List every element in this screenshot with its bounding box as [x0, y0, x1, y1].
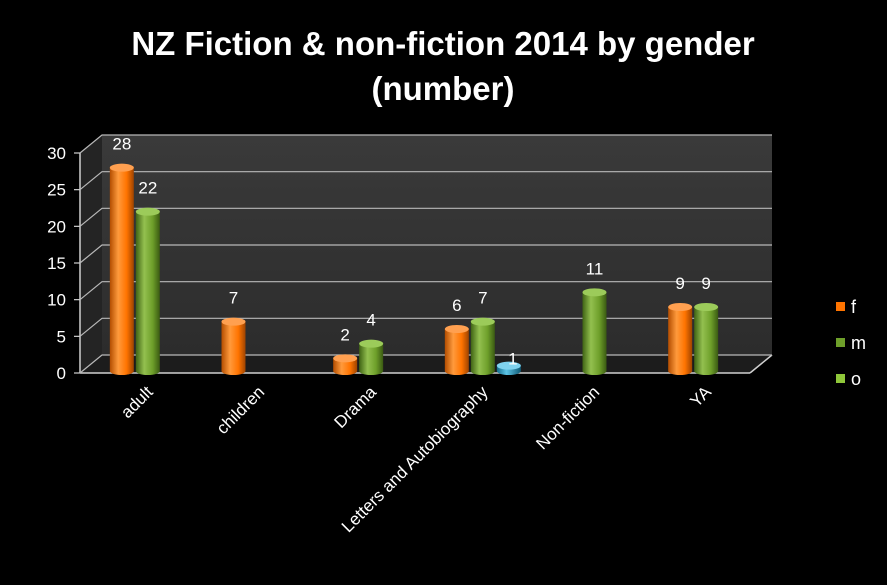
bars	[109, 163, 719, 375]
x-category-label-0: adult	[117, 382, 157, 422]
y-tick-label: 5	[57, 327, 66, 346]
legend-swatch	[836, 374, 845, 383]
data-label-f-1: 7	[229, 289, 238, 308]
legend-label: o	[851, 369, 861, 389]
gridline	[79, 134, 772, 154]
bar-top-f	[668, 303, 693, 311]
bar-f-1	[221, 317, 246, 375]
chart-title: NZ Fiction & non-fiction 2014 by gender …	[131, 25, 755, 107]
bar-top-m	[582, 288, 607, 297]
data-label-m-4: 11	[586, 259, 604, 278]
x-category-label-4: Non-fiction	[532, 382, 603, 453]
chart-title-line-1: NZ Fiction & non-fiction 2014 by gender	[131, 25, 755, 62]
data-label-m-5: 9	[701, 274, 710, 293]
data-label-f-3: 6	[452, 296, 461, 315]
bar-f-2	[333, 354, 358, 375]
bar-body-f	[109, 167, 134, 375]
chart-title-line-2: (number)	[372, 70, 515, 107]
bar-m-5	[694, 303, 719, 375]
data-label-o-3: 1	[508, 350, 517, 369]
bar-body-f	[444, 329, 469, 375]
data-label-f-0: 28	[112, 135, 131, 154]
bar-body-m	[359, 343, 384, 375]
bar-m-4	[582, 288, 607, 375]
bar-m-2	[359, 339, 384, 375]
bar-body-m	[135, 211, 160, 375]
bar-top-f	[109, 163, 134, 172]
bar-body-m	[694, 307, 719, 375]
data-label-m-3: 7	[478, 289, 487, 308]
y-tick-label: 0	[57, 364, 66, 383]
bar-top-m	[470, 317, 495, 326]
bar-top-m	[359, 339, 384, 348]
bar-top-f	[333, 354, 358, 363]
bar-o-3	[496, 361, 521, 375]
bar-f-0	[109, 163, 134, 375]
bar-m-0	[135, 207, 160, 375]
bar-body-m	[582, 292, 607, 375]
legend: fmo	[836, 297, 866, 389]
legend-item-m: m	[836, 333, 866, 353]
legend-item-f: f	[836, 297, 857, 317]
bar-top-m	[135, 207, 160, 216]
y-tick-label: 25	[47, 181, 66, 200]
y-tick-label: 20	[47, 217, 66, 236]
bar-body-f	[221, 321, 246, 375]
legend-label: m	[851, 333, 866, 353]
gridline	[79, 317, 772, 337]
x-category-label-5: YA	[686, 382, 715, 411]
data-label-f-5: 9	[675, 274, 684, 293]
floor-edge	[749, 354, 773, 374]
data-label-m-2: 4	[366, 311, 375, 330]
bar-m-3	[470, 317, 495, 375]
gridline	[79, 207, 772, 227]
bar-top-m	[694, 303, 719, 311]
y-tick-label: 30	[47, 144, 66, 163]
bar-top-f	[221, 317, 246, 326]
data-label-f-2: 2	[340, 325, 349, 344]
bar-top-f	[444, 325, 469, 333]
y-tick-label: 15	[47, 254, 66, 273]
gridline	[79, 281, 772, 301]
gridline	[79, 171, 772, 191]
gridlines	[79, 134, 772, 374]
gridline	[79, 244, 772, 264]
bar-body-m	[470, 321, 495, 375]
bar-body-f	[333, 358, 358, 375]
legend-label: f	[851, 297, 857, 317]
bar-top-o	[496, 361, 521, 370]
data-label-m-0: 22	[138, 179, 157, 198]
y-tick-label: 10	[47, 291, 66, 310]
x-category-label-1: children	[213, 382, 269, 438]
legend-swatch	[836, 338, 845, 347]
y-axis-ticks: 0 5 10 15 20 25 30	[47, 144, 80, 383]
bar-f-5	[668, 303, 693, 375]
legend-item-o: o	[836, 369, 861, 389]
bar-body-f	[668, 307, 693, 375]
legend-swatch	[836, 302, 845, 311]
bar-f-3	[444, 325, 469, 375]
gridline	[79, 354, 772, 374]
x-category-label-2: Drama	[330, 382, 380, 432]
